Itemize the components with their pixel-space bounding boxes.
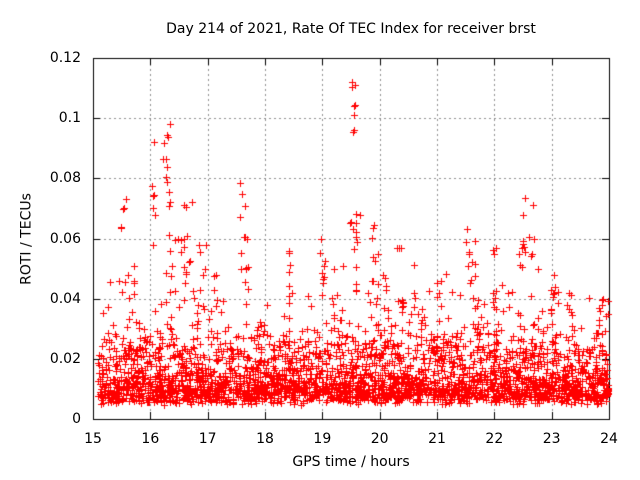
y-tick-label: 0.08 — [49, 170, 81, 187]
x-tick-label: 24 — [600, 431, 618, 447]
x-tick-label: 19 — [313, 431, 332, 447]
y-tick-label: 0.04 — [49, 290, 81, 307]
y-tick-label: 0.12 — [49, 50, 81, 66]
x-tick-label: 21 — [428, 431, 446, 447]
x-axis-label: GPS time / hours — [292, 454, 410, 470]
x-tick-label: 18 — [256, 431, 274, 447]
y-tick-label: 0.06 — [49, 230, 81, 247]
x-tick-label: 16 — [141, 431, 160, 447]
chart-title: Day 214 of 2021, Rate Of TEC Index for r… — [166, 21, 536, 37]
x-tick-label: 20 — [370, 431, 389, 447]
x-tick-label: 15 — [84, 431, 102, 447]
x-tick-label: 23 — [542, 431, 561, 447]
x-tick-label: 22 — [485, 431, 504, 447]
y-tick-label: 0.1 — [58, 110, 81, 127]
y-tick-label: 0.02 — [49, 350, 81, 367]
y-tick-label: 0 — [72, 411, 81, 427]
x-tick-label: 17 — [198, 431, 217, 447]
